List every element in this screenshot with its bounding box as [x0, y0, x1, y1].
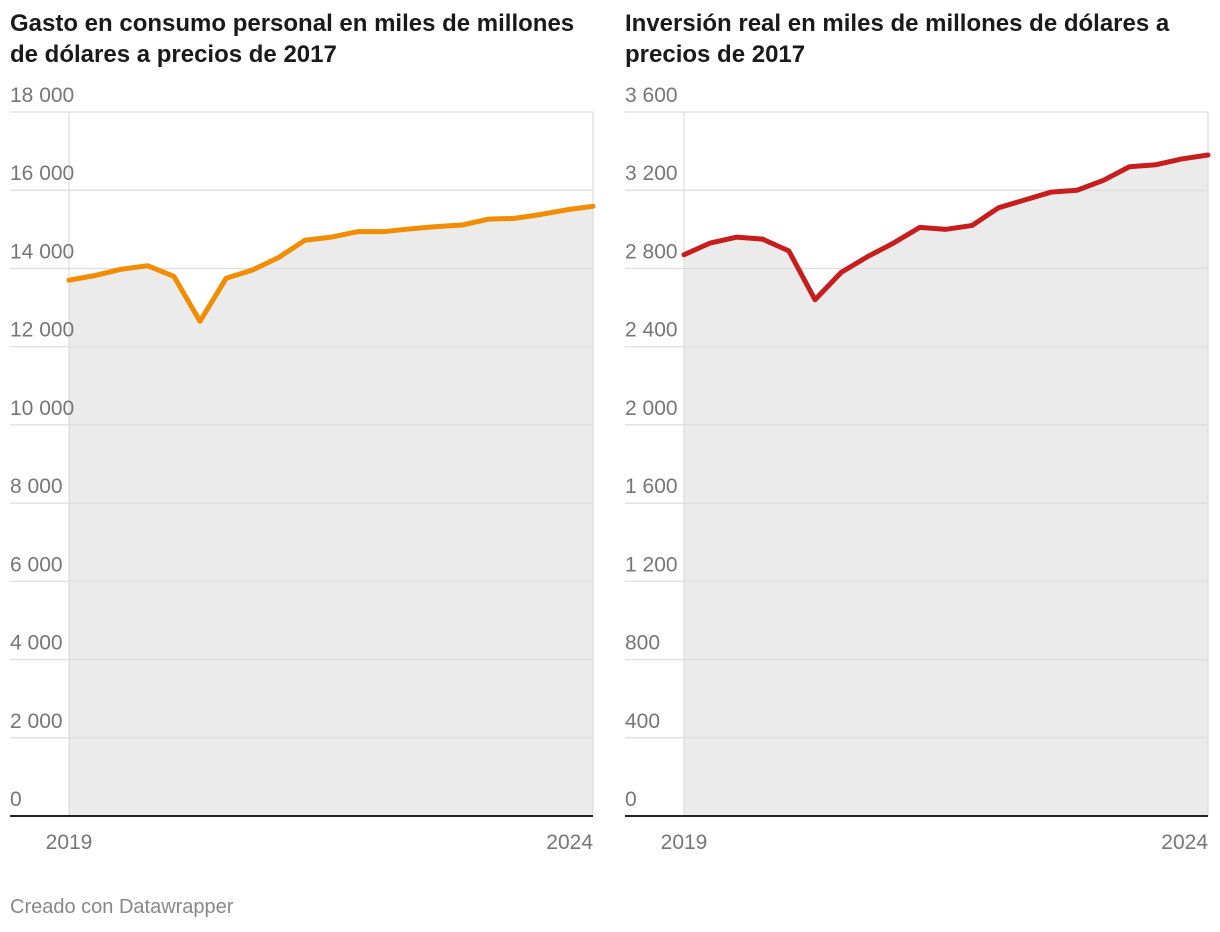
- y-tick-label: 12 000: [10, 319, 74, 342]
- y-tick-label: 16 000: [10, 162, 74, 185]
- y-tick-label: 18 000: [10, 84, 74, 107]
- chart-panel-investment: Inversión real en miles de millones de d…: [615, 0, 1215, 870]
- y-tick-label: 10 000: [10, 397, 74, 420]
- x-tick-label: 2024: [1161, 831, 1208, 854]
- y-tick-label: 6 000: [10, 553, 63, 576]
- area-fill: [69, 206, 593, 816]
- chart-title-investment: Inversión real en miles de millones de d…: [625, 10, 1170, 68]
- y-tick-label: 4 000: [10, 632, 63, 655]
- footer-credit: Creado con Datawrapper: [10, 896, 234, 918]
- y-tick-label: 2 000: [625, 397, 678, 420]
- y-tick-label: 3 200: [625, 162, 678, 185]
- y-tick-label: 14 000: [10, 240, 74, 263]
- chart-consumption: 0 2 000 4 000 6 000 8 000 10 000 12 000 14 000 1…: [10, 84, 596, 854]
- y-tick-label: 2 800: [625, 240, 678, 263]
- x-tick-label: 2019: [46, 831, 93, 854]
- x-tick-label: 2024: [546, 831, 593, 854]
- chart-panel-consumption: Gasto en consumo personal en miles de mi…: [0, 0, 600, 870]
- y-tick-label: 1 200: [625, 553, 678, 576]
- y-tick-label: 2 000: [10, 710, 63, 733]
- y-tick-label: 800: [625, 632, 660, 655]
- chart-investment: 0 400 800 1 200 1 600 2 000 2 400 2 800 3 200 3 6…: [625, 84, 1211, 854]
- area-fill: [684, 155, 1208, 816]
- x-tick-label: 2019: [661, 831, 708, 854]
- y-tick-label: 1 600: [625, 475, 678, 498]
- y-tick-label: 3 600: [625, 84, 678, 107]
- y-tick-label: 400: [625, 710, 660, 733]
- y-tick-label: 8 000: [10, 475, 63, 498]
- y-tick-label: 2 400: [625, 319, 678, 342]
- chart-title-consumption: Gasto en consumo personal en miles de mi…: [10, 10, 575, 68]
- y-tick-label: 0: [10, 788, 22, 811]
- y-tick-label: 0: [625, 788, 637, 811]
